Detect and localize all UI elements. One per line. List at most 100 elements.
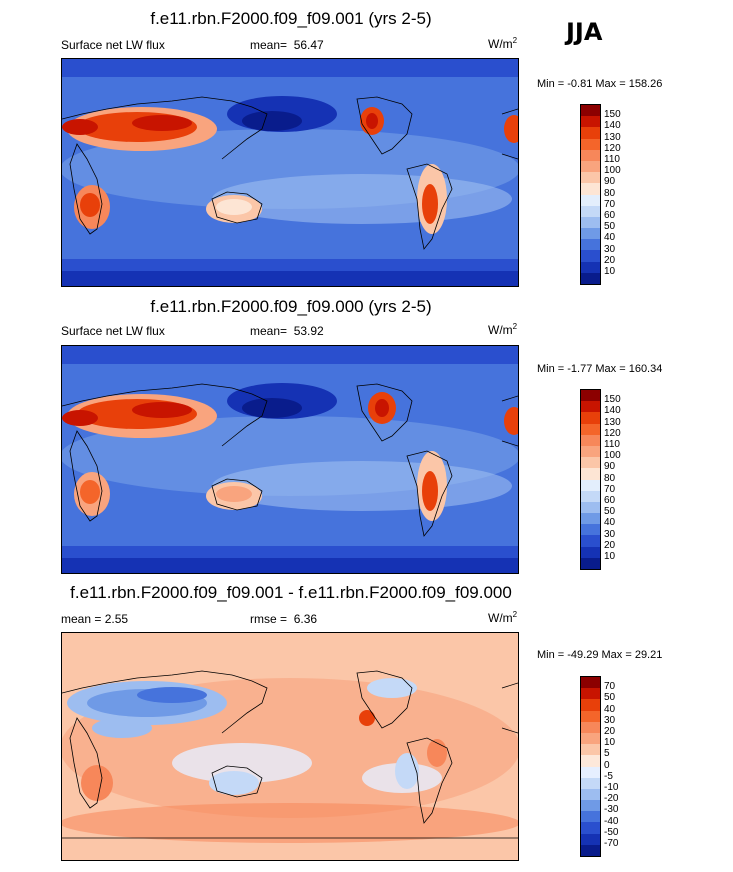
colorbar-tick-label: 120 (604, 427, 621, 439)
colorbar-swatch (581, 744, 600, 756)
colorbar-swatch (581, 833, 600, 845)
colorbar-tick-label: 70 (604, 198, 616, 210)
colorbar-tick-label: 110 (604, 154, 620, 165)
panel-1-mean: mean= 56.47 (250, 38, 324, 52)
panel-3-mean: mean = 2.55 (61, 612, 129, 626)
colorbar-swatch (581, 524, 600, 536)
colorbar-swatch (581, 535, 600, 547)
colorbar-tick-label: 10 (604, 551, 616, 562)
colorbar-tick-label: 120 (604, 142, 621, 154)
colorbar-tick-label: 70 (604, 681, 616, 693)
colorbar-tick-label: 60 (604, 210, 616, 221)
colorbar-swatch (581, 479, 600, 491)
panel-2-mean-prefix: mean= (250, 324, 288, 338)
colorbar-tick-label: 30 (604, 528, 616, 540)
colorbar-tick-label: -30 (604, 804, 619, 816)
colorbar-swatch (581, 250, 600, 262)
colorbar-swatch (581, 732, 600, 745)
colorbar-tick-label: 50 (604, 221, 616, 233)
colorbar-swatch (581, 811, 600, 823)
panel-3-units-sup: 2 (512, 610, 518, 619)
colorbar-swatch (581, 205, 600, 217)
panel-1-map-field (62, 59, 518, 286)
panel-3-units-base: W/m (488, 611, 513, 625)
colorbar-tick-label: 130 (604, 416, 621, 428)
colorbar-swatch (581, 490, 600, 502)
colorbar-swatch (581, 172, 600, 184)
colorbar-tick-label: -70 (604, 838, 619, 849)
colorbar-tick-label: 10 (604, 737, 616, 749)
colorbar-swatch (581, 546, 600, 558)
panel-1-units-sup: 2 (512, 36, 518, 45)
panel-3-rmse-prefix: rmse = (250, 612, 288, 626)
panel-2-units-base: W/m (488, 323, 513, 337)
colorbar-tick-label: 60 (604, 495, 616, 506)
panel-3-rmse: rmse = 6.36 (250, 612, 317, 626)
season-label: JJA (566, 18, 603, 46)
colorbar-tick-label: 130 (604, 131, 621, 143)
colorbar-swatch (581, 228, 600, 240)
panel-1-colorbar (580, 104, 601, 285)
colorbar-tick-label: 40 (604, 517, 616, 529)
panel-3-minmax: Min = -49.29 Max = 29.21 (537, 649, 663, 661)
colorbar-tick-label: -20 (604, 793, 619, 805)
colorbar-tick-label: 40 (604, 703, 616, 715)
panel-2-minmax: Min = -1.77 Max = 160.34 (537, 363, 663, 375)
colorbar-swatch (581, 138, 600, 150)
colorbar-tick-label: 140 (604, 120, 621, 132)
colorbar-swatch (581, 557, 600, 569)
panel-2-mean: mean= 53.92 (250, 324, 324, 338)
colorbar-tick-label: 20 (604, 539, 616, 551)
colorbar-swatch (581, 105, 600, 117)
colorbar-swatch (581, 513, 600, 525)
colorbar-swatch (581, 699, 600, 711)
panel-2-units-sup: 2 (512, 322, 518, 331)
colorbar-tick-label: 0 (604, 759, 610, 771)
colorbar-tick-label: -5 (604, 770, 613, 782)
colorbar-swatch (581, 788, 600, 801)
colorbar-tick-label: 30 (604, 243, 616, 255)
colorbar-swatch (581, 239, 600, 251)
panel-2-title: f.e11.rbn.F2000.f09_f09.000 (yrs 2-5) (150, 297, 432, 316)
panel-3-colorbar (580, 676, 601, 857)
panel-3-units: W/m2 (488, 610, 517, 625)
colorbar-tick-label: 140 (604, 405, 621, 417)
colorbar-tick-label: 50 (604, 692, 616, 704)
colorbar-tick-label: 70 (604, 483, 616, 495)
colorbar-swatch (581, 677, 600, 689)
panel-1-units-base: W/m (488, 37, 513, 51)
panel-1-units: W/m2 (488, 36, 517, 51)
colorbar-swatch (581, 844, 600, 856)
colorbar-tick-label: 40 (604, 232, 616, 244)
colorbar-swatch (581, 272, 600, 284)
colorbar-tick-label: 30 (604, 714, 616, 726)
colorbar-swatch (581, 434, 600, 446)
colorbar-swatch (581, 412, 600, 424)
colorbar-tick-label: 50 (604, 506, 616, 518)
colorbar-tick-label: 20 (604, 254, 616, 266)
colorbar-tick-label: 20 (604, 726, 616, 737)
colorbar-tick-label: 80 (604, 187, 616, 199)
panel-3-map (61, 632, 519, 861)
colorbar-tick-label: 100 (604, 165, 621, 177)
colorbar-swatch (581, 800, 600, 812)
colorbar-swatch (581, 822, 600, 834)
colorbar-tick-label: 90 (604, 461, 616, 473)
panel-3-title: f.e11.rbn.F2000.f09_f09.001 - f.e11.rbn.… (70, 583, 512, 602)
panel-3-rmse-value: 6.36 (293, 612, 318, 626)
colorbar-swatch (581, 261, 600, 273)
colorbar-tick-label: 5 (604, 748, 610, 760)
colorbar-swatch (581, 183, 600, 195)
panel-2-colorbar (580, 389, 601, 570)
colorbar-swatch (581, 390, 600, 402)
colorbar-tick-label: 100 (604, 450, 621, 462)
colorbar-swatch (581, 468, 600, 480)
panel-2-units: W/m2 (488, 322, 517, 337)
colorbar-swatch (581, 457, 600, 469)
colorbar-tick-label: -50 (604, 826, 619, 838)
colorbar-swatch (581, 777, 600, 789)
colorbar-tick-label: 110 (604, 439, 620, 450)
panel-1-title: f.e11.rbn.F2000.f09_f09.001 (yrs 2-5) (150, 9, 432, 28)
panel-1-mean-prefix: mean= (250, 38, 288, 52)
colorbar-swatch (581, 755, 600, 767)
